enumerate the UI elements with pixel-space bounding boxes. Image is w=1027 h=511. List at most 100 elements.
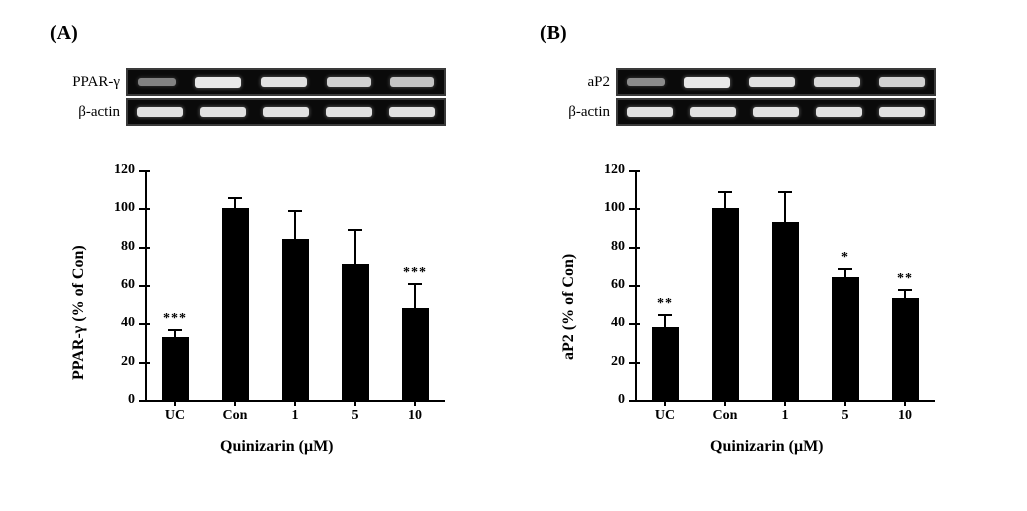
y-tick-label: 100	[103, 200, 135, 216]
gel-row-actin-b: β-actin	[540, 98, 936, 126]
bar	[772, 222, 799, 400]
gel-strip-actin-a	[126, 98, 446, 126]
y-tick-inner	[145, 247, 150, 249]
gel-band	[627, 78, 665, 86]
panel-a-xlabel: Quinizarin (μM)	[220, 438, 334, 456]
y-tick-inner	[635, 285, 640, 287]
error-bar-cap	[898, 289, 912, 291]
significance-marker: ***	[391, 265, 439, 281]
gel-strip-ppar	[126, 68, 446, 96]
x-tick	[904, 400, 906, 406]
gel-label-actin-b: β-actin	[540, 104, 616, 121]
y-tick-inner	[635, 170, 640, 172]
x-tick	[664, 400, 666, 406]
panel-b-chart: aP2 (% of Con) 020406080100120UC**Con15*…	[540, 160, 960, 480]
gel-band	[138, 78, 176, 86]
error-bar-cap	[778, 191, 792, 193]
error-bar-cap	[228, 197, 242, 199]
y-tick-label: 120	[103, 162, 135, 178]
error-bar-stem	[724, 191, 726, 208]
x-tick	[354, 400, 356, 406]
panel-b-label: (B)	[540, 22, 567, 45]
gel-band	[261, 77, 307, 88]
bar	[402, 308, 429, 400]
x-tick-label: 1	[761, 408, 809, 424]
gel-label-ap2: aP2	[540, 74, 616, 91]
gel-band	[879, 77, 925, 87]
y-tick-inner	[635, 362, 640, 364]
panel-a-gel-stack: PPAR-γ β-actin	[50, 68, 446, 128]
y-tick-label: 60	[103, 277, 135, 293]
y-tick-inner	[635, 323, 640, 325]
bar	[892, 298, 919, 400]
error-bar-stem	[294, 210, 296, 239]
y-tick-label: 60	[593, 277, 625, 293]
gel-band	[326, 107, 372, 118]
y-tick-inner	[145, 400, 150, 402]
bar	[222, 208, 249, 400]
gel-label-actin-a: β-actin	[50, 104, 126, 121]
gel-band	[137, 107, 183, 118]
y-tick-label: 20	[593, 354, 625, 370]
y-tick-label: 0	[593, 392, 625, 408]
significance-marker: **	[641, 296, 689, 312]
gel-band	[753, 107, 799, 118]
gel-band	[389, 107, 435, 118]
error-bar-stem	[414, 283, 416, 308]
gel-row-ppar: PPAR-γ	[50, 68, 446, 96]
bar	[652, 327, 679, 400]
error-bar-stem	[784, 191, 786, 222]
significance-marker: *	[821, 250, 869, 266]
y-tick-label: 80	[593, 239, 625, 255]
gel-band	[690, 107, 736, 118]
gel-band	[879, 107, 925, 118]
gel-strip-ap2	[616, 68, 936, 96]
error-bar-stem	[664, 314, 666, 327]
bar	[712, 208, 739, 400]
x-tick	[784, 400, 786, 406]
x-tick-label: 10	[881, 408, 929, 424]
y-tick-inner	[145, 362, 150, 364]
gel-band	[684, 77, 730, 88]
panel-b-ylabel: aP2 (% of Con)	[560, 254, 578, 360]
bar	[282, 239, 309, 400]
x-tick	[724, 400, 726, 406]
x-tick	[294, 400, 296, 406]
panel-a-chart: PPAR-γ (% of Con) 020406080100120UC***Co…	[50, 160, 470, 480]
x-tick-label: 5	[331, 408, 379, 424]
significance-marker: ***	[151, 311, 199, 327]
error-bar-cap	[168, 329, 182, 331]
y-tick-inner	[635, 400, 640, 402]
y-tick-label: 20	[103, 354, 135, 370]
panel-b-plot: 020406080100120UC**Con15*10**	[635, 170, 935, 400]
gel-row-actin-a: β-actin	[50, 98, 446, 126]
y-tick-inner	[635, 247, 640, 249]
x-tick-label: UC	[641, 408, 689, 424]
y-tick-label: 40	[593, 315, 625, 331]
gel-band	[195, 77, 241, 88]
gel-band	[749, 77, 795, 88]
y-tick-inner	[145, 208, 150, 210]
y-tick-label: 100	[593, 200, 625, 216]
gel-strip-actin-b	[616, 98, 936, 126]
y-tick-label: 120	[593, 162, 625, 178]
error-bar-cap	[348, 229, 362, 231]
x-tick-label: 1	[271, 408, 319, 424]
x-tick-label: 5	[821, 408, 869, 424]
gel-band	[390, 77, 434, 87]
bar	[342, 264, 369, 400]
bar	[832, 277, 859, 400]
y-tick-inner	[145, 170, 150, 172]
x-tick-label: Con	[701, 408, 749, 424]
y-tick-label: 0	[103, 392, 135, 408]
error-bar-cap	[408, 283, 422, 285]
panel-b-xlabel: Quinizarin (μM)	[710, 438, 824, 456]
y-tick-label: 80	[103, 239, 135, 255]
bar	[162, 337, 189, 400]
gel-band	[816, 107, 862, 118]
gel-band	[627, 107, 673, 118]
x-tick-label: Con	[211, 408, 259, 424]
y-tick-inner	[145, 323, 150, 325]
x-tick	[414, 400, 416, 406]
x-tick-label: 10	[391, 408, 439, 424]
